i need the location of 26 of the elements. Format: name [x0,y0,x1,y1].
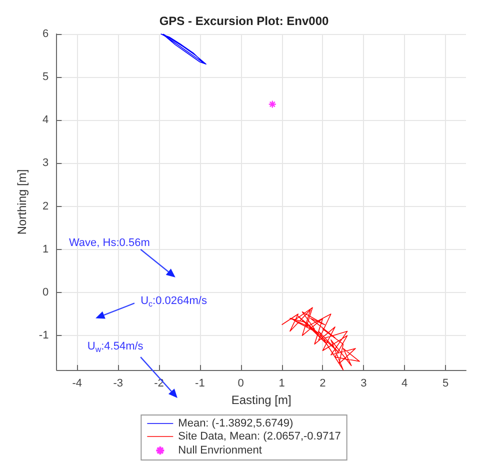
x-tick-label: -3 [113,378,123,390]
y-tick-label: 1 [42,243,49,256]
x-tick-label: 4 [402,378,408,390]
y-tick-label: 3 [42,157,49,170]
y-tick-label: 0 [42,286,49,298]
legend-label: Mean: (-1.3892,5.6749) [178,418,294,430]
x-tick-label: 2 [320,378,326,390]
y-tick-label: 4 [42,114,49,126]
line-series [160,34,206,65]
y-tick-label: -1 [38,330,49,342]
annotation: Wave, Hs:0.56m [68,236,150,249]
legend-label: Site Data, Mean: (2.0657,-0.9717 [178,430,341,442]
y-tick-label: 2 [42,200,49,212]
legend-label: Null Envrionment [178,444,262,456]
y-axis-title: Northing [m] [15,169,29,235]
x-tick-label: 5 [442,378,449,390]
line-series [281,307,360,370]
chart-title: GPS - Excursion Plot: Env000 [159,14,330,28]
x-tick-label: -1 [195,378,205,390]
x-axis-title: Easting [m] [231,392,292,407]
x-tick-label: 0 [238,378,244,390]
y-tick-label: 5 [42,71,49,84]
x-tick-label: 1 [278,378,285,390]
y-tick-label: 6 [42,28,49,40]
x-tick-label: 3 [360,378,367,390]
x-tick-label: -4 [72,378,82,390]
